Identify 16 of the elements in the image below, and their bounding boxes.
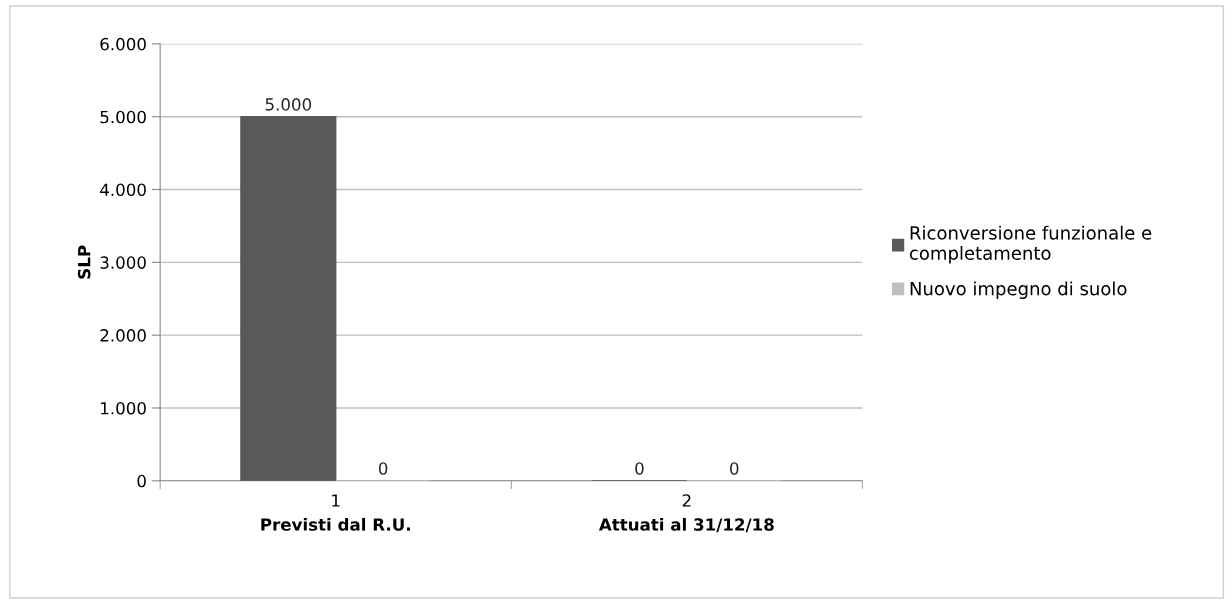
legend-label: Nuovo impegno di suolo — [910, 281, 1127, 299]
y-axis-title: SLP — [77, 245, 91, 279]
x-tick-label: 2 Attuati al 31/12/18 — [598, 494, 774, 533]
data-label: 0 — [378, 462, 388, 475]
y-tick-label: 1.000 — [101, 401, 146, 415]
x-tick-label: 1 Previsti dal R.U. — [261, 494, 410, 531]
y-tick-label: 0 — [137, 474, 146, 488]
y-tick-label: 2.000 — [100, 329, 146, 342]
y-tick-label: 6.000 — [100, 37, 146, 51]
legend-label: Riconversione funzionale e completamento — [909, 225, 1152, 264]
data-label: 0 — [635, 462, 644, 475]
y-tick-label: 3.000 — [100, 256, 146, 269]
y-tick-label: 5.000 — [100, 110, 146, 124]
data-label: 5.000 — [265, 98, 312, 111]
data-label: 0 — [730, 462, 739, 475]
y-tick-label: 4.000 — [100, 183, 146, 197]
